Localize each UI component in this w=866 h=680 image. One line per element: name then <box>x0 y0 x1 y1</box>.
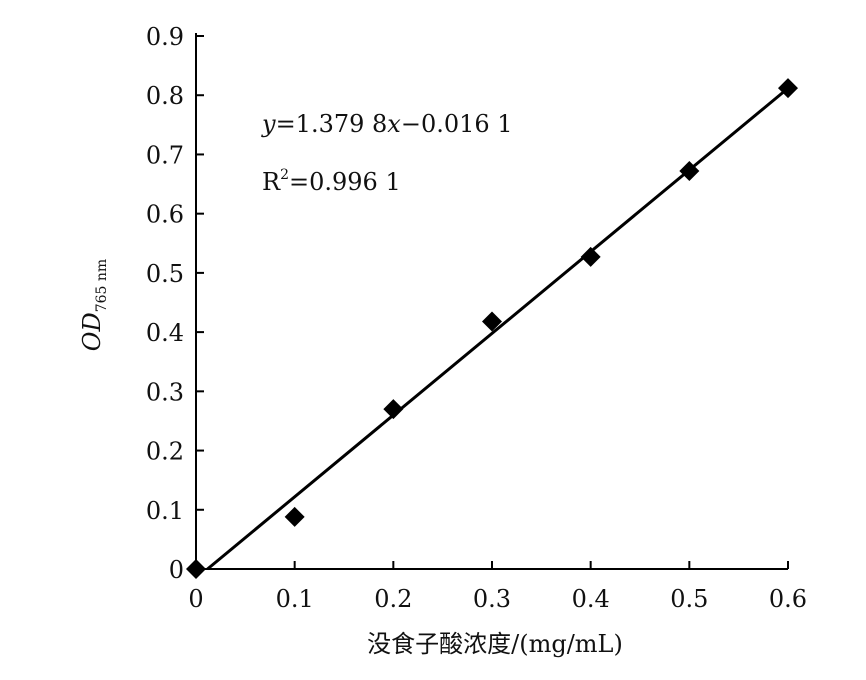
y-axis-title-sub: 765 nm <box>94 259 110 312</box>
y-tick-label-4: 0.4 <box>146 319 184 347</box>
x-tick-label-1: 0.1 <box>276 585 314 613</box>
r-squared: R2=0.996 1 <box>262 167 401 196</box>
y-tick-label-1: 0.1 <box>146 497 184 525</box>
y-axis-title-main: OD <box>78 312 106 351</box>
data-point-4 <box>580 246 601 267</box>
y-tick-label-8: 0.8 <box>146 82 184 110</box>
y-tick-label-9: 0.9 <box>146 23 184 51</box>
data-point-0 <box>186 559 206 579</box>
x-tick-label-5: 0.5 <box>670 585 708 613</box>
x-axis-title: 没食子酸浓度/(mg/mL) <box>367 630 623 658</box>
x-tick-label-6: 0.6 <box>769 585 807 613</box>
y-tick-label-5: 0.5 <box>146 260 184 288</box>
y-tick-label-2: 0.2 <box>146 438 184 466</box>
x-tick-label-3: 0.3 <box>473 585 511 613</box>
data-point-2 <box>383 399 404 420</box>
x-axis-tick-labels: 0 0.1 0.2 0.3 0.4 0.5 0.6 <box>188 585 807 613</box>
data-points <box>186 78 798 579</box>
r-squared-base: R <box>262 168 281 196</box>
equation-mid: =1.379 8 <box>276 110 388 138</box>
data-point-1 <box>284 506 305 527</box>
regression-equation: y=1.379 8x−0.016 1 <box>261 110 513 138</box>
r-squared-sup: 2 <box>280 167 289 183</box>
x-axis-ticks <box>195 561 789 569</box>
trend-line <box>206 87 789 571</box>
y-tick-label-6: 0.6 <box>146 201 184 229</box>
y-axis-ticks <box>196 35 204 570</box>
data-point-3 <box>482 311 502 332</box>
y-axis-tick-labels: 0 0.1 0.2 0.3 0.4 0.5 0.6 0.7 0.8 0.9 <box>146 23 184 584</box>
y-axis-title: OD765 nm <box>78 259 110 351</box>
x-tick-label-0: 0 <box>188 585 203 613</box>
y-tick-label-0: 0 <box>169 556 184 584</box>
data-point-5 <box>679 161 700 182</box>
data-point-6 <box>778 78 798 99</box>
equation-var-y: y <box>261 110 276 138</box>
y-tick-label-7: 0.7 <box>146 141 184 169</box>
equation-tail: −0.016 1 <box>401 110 513 138</box>
x-tick-label-4: 0.4 <box>572 585 610 613</box>
r-squared-rest: =0.996 1 <box>289 168 401 196</box>
equation-var-x: x <box>387 110 401 138</box>
x-tick-label-2: 0.2 <box>374 585 412 613</box>
y-tick-label-3: 0.3 <box>146 378 184 406</box>
